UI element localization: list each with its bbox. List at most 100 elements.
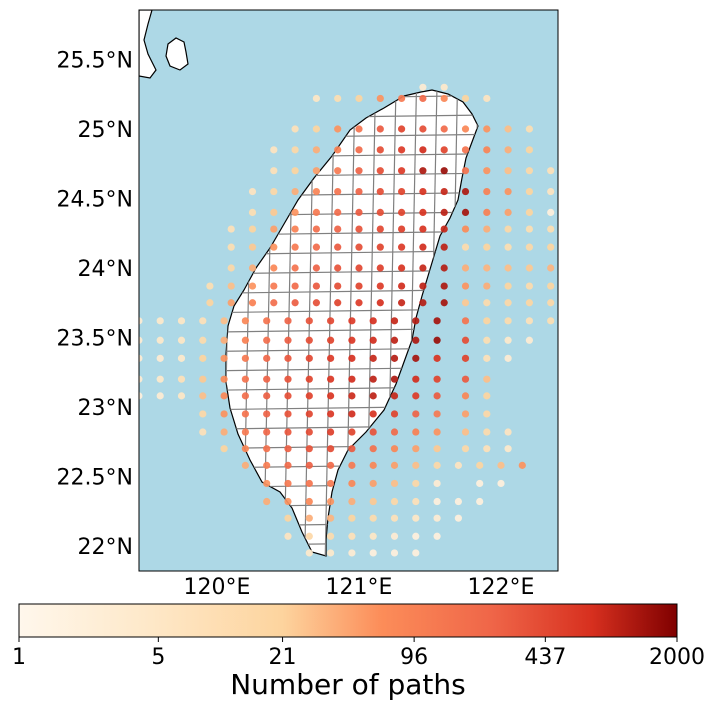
- path-count-point: [433, 317, 441, 325]
- path-count-point: [504, 264, 512, 272]
- path-count-point: [348, 479, 356, 488]
- path-count-point: [139, 336, 143, 344]
- path-count-point: [390, 336, 399, 344]
- lat-tick-label: 25°N: [78, 118, 133, 143]
- path-count-point: [461, 445, 470, 453]
- path-count-point: [547, 317, 555, 325]
- path-count-point: [461, 410, 470, 418]
- path-count-point: [483, 264, 491, 272]
- path-count-point: [270, 208, 278, 216]
- path-count-point: [284, 375, 292, 383]
- path-count-point: [369, 549, 377, 557]
- path-count-point: [376, 187, 384, 196]
- path-count-point: [348, 392, 356, 400]
- path-count-point: [433, 392, 441, 400]
- path-count-point: [227, 225, 235, 233]
- path-count-point: [284, 336, 292, 344]
- path-count-point: [433, 532, 441, 540]
- path-count-point: [284, 445, 292, 453]
- path-count-point: [241, 445, 249, 453]
- path-count-point: [248, 187, 257, 196]
- path-count-point: [390, 354, 399, 362]
- path-count-point: [305, 445, 313, 453]
- path-count-point: [419, 264, 427, 272]
- path-count-point: [284, 428, 292, 436]
- path-count-point: [270, 264, 278, 272]
- path-count-point: [433, 428, 441, 436]
- path-count-point: [220, 445, 228, 453]
- path-count-point: [440, 187, 448, 196]
- path-count-point: [270, 225, 278, 233]
- path-count-point: [525, 208, 534, 216]
- path-count-point: [284, 497, 292, 506]
- lat-tick-label: 24.5°N: [57, 188, 133, 213]
- path-count-point: [440, 167, 448, 175]
- path-count-point: [461, 336, 470, 344]
- path-count-point: [476, 497, 484, 506]
- path-count-point: [398, 167, 406, 175]
- path-count-point: [390, 375, 399, 383]
- path-count-point: [461, 375, 470, 383]
- path-count-point: [398, 299, 406, 307]
- path-count-point: [305, 336, 313, 344]
- colorbar-tick-label: 21: [269, 645, 297, 670]
- path-count-point: [263, 317, 271, 325]
- path-count-point: [412, 375, 420, 383]
- path-count-point: [440, 243, 448, 251]
- path-count-point: [327, 354, 335, 362]
- path-count-point: [412, 354, 420, 362]
- path-count-point: [419, 167, 427, 175]
- path-count-point: [398, 282, 406, 290]
- path-count-point: [327, 479, 335, 488]
- colorbar-ticks: 1 5 21 96 437 2000: [12, 637, 705, 670]
- grid-line: [674, 60, 684, 570]
- path-count-point: [312, 208, 320, 216]
- path-count-point: [433, 375, 441, 383]
- path-count-point: [497, 461, 505, 469]
- grid-line: [612, 60, 622, 570]
- path-count-point: [305, 514, 313, 522]
- path-count-point: [504, 299, 512, 307]
- path-count-point: [139, 392, 143, 400]
- path-count-point: [440, 94, 448, 103]
- path-count-point: [284, 461, 292, 469]
- path-count-point: [327, 317, 335, 325]
- path-count-point: [525, 125, 534, 133]
- path-count-point: [220, 392, 228, 400]
- path-count-point: [71, 317, 78, 324]
- path-count-point: [305, 549, 313, 557]
- path-count-point: [312, 187, 320, 196]
- path-count-point: [461, 225, 470, 233]
- path-count-point: [433, 461, 441, 469]
- path-count-points: [71, 83, 555, 557]
- path-count-point: [355, 125, 363, 133]
- path-count-point: [348, 445, 356, 453]
- path-count-point: [220, 336, 228, 344]
- lat-tick-label: 25.5°N: [57, 49, 133, 74]
- path-count-point: [461, 354, 470, 362]
- path-count-point: [398, 225, 406, 233]
- path-count-point: [327, 549, 335, 557]
- path-count-point: [369, 392, 377, 400]
- path-count-point: [305, 497, 313, 506]
- path-count-point: [369, 428, 377, 436]
- path-count-point: [419, 243, 427, 251]
- path-count-point: [483, 354, 491, 362]
- path-count-point: [419, 282, 427, 290]
- path-count-point: [348, 497, 356, 506]
- path-count-point: [248, 264, 257, 272]
- lon-tick-label: 120°E: [184, 575, 251, 600]
- path-count-point: [199, 354, 207, 362]
- path-count-point: [241, 410, 249, 418]
- path-count-point: [312, 146, 320, 154]
- path-count-point: [440, 299, 448, 307]
- path-count-point: [177, 375, 186, 383]
- path-count-point: [284, 532, 292, 540]
- path-count-point: [398, 208, 406, 216]
- path-count-point: [156, 354, 164, 362]
- path-count-point: [369, 461, 377, 469]
- grid-line: [592, 60, 602, 570]
- path-count-point: [312, 167, 320, 175]
- path-count-point: [263, 410, 271, 418]
- path-count-point: [348, 317, 356, 325]
